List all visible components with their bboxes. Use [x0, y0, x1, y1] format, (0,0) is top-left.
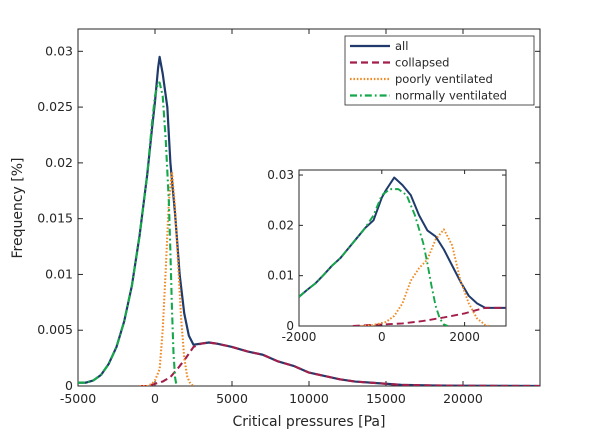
main-x-tick-label: -5000 [60, 391, 96, 406]
main-y-tick-label: 0 [65, 378, 73, 393]
main-x-tick-label: 15000 [366, 391, 406, 406]
main-series-collapsed [139, 341, 540, 386]
main-x-tick-label: 0 [151, 391, 159, 406]
main-y-ticks: 0 0.005 0.01 0.015 0.02 0.025 0.03 [37, 43, 540, 393]
main-x-ticks: -5000 0 5000 10000 15000 20000 [60, 29, 483, 406]
main-axes: -5000 0 5000 10000 15000 20000 00.0050.010.01… [10, 28, 541, 430]
inset-y-tick-label: 0.01 [267, 269, 294, 283]
legend-label-poorly-ventilated: poorly ventilated [395, 72, 493, 86]
main-y-tick-label: 0.01 [45, 266, 73, 281]
main-x-tick-label: 20000 [443, 391, 483, 406]
main-y-tick-label: 0.005 [37, 322, 73, 337]
inset-y-ticks: 0 0.01 0.02 0.03 [267, 168, 506, 333]
inset-plot-frame [298, 169, 507, 327]
inset-y-tick-label: 0.02 [267, 218, 294, 232]
main-y-tick-label: 0.02 [45, 155, 73, 170]
main-y-tick-label: 0.025 [37, 99, 73, 114]
inset-series-layer [299, 176, 506, 326]
inset-x-tick-label: -2000 [282, 330, 317, 344]
inset-y-tick-label: 0.03 [267, 168, 294, 182]
legend-box [344, 35, 535, 106]
legend-label-all: all [395, 39, 408, 53]
legend-entries: all collapsed poorly ventilated normally ve… [350, 39, 507, 103]
inset-series-poorly-ventilated [361, 228, 490, 326]
legend-label-collapsed: collapsed [395, 56, 449, 70]
inset-x-ticks: -2000 0 2000 [282, 170, 480, 344]
main-series-layer [78, 55, 540, 386]
main-x-tick-label: 5000 [216, 391, 248, 406]
inset-x-tick-label: 0 [378, 330, 386, 344]
main-y-tick-label: 0.03 [45, 43, 73, 58]
inset-x-tick-label: 2000 [449, 330, 480, 344]
inset-series-normally-ventilated [299, 188, 449, 326]
main-y-tick-label: 0.015 [37, 211, 73, 226]
inset-axes: -2000 0 2000 00.010.020.03 [267, 168, 507, 344]
main-x-tick-label: 10000 [289, 391, 329, 406]
main-series-normally-ventilated [78, 81, 178, 386]
main-series-poorly-ventilated [139, 170, 195, 386]
main-x-axis-label: Critical pressures [Pa] [233, 414, 386, 430]
legend: all collapsed poorly ventilated normally ve… [344, 35, 535, 106]
legend-label-normally-ventilated: normally ventilated [395, 89, 507, 103]
main-y-axis-label: Frequency [%] [10, 157, 26, 258]
inset-y-tick-label: 0 [286, 319, 294, 333]
